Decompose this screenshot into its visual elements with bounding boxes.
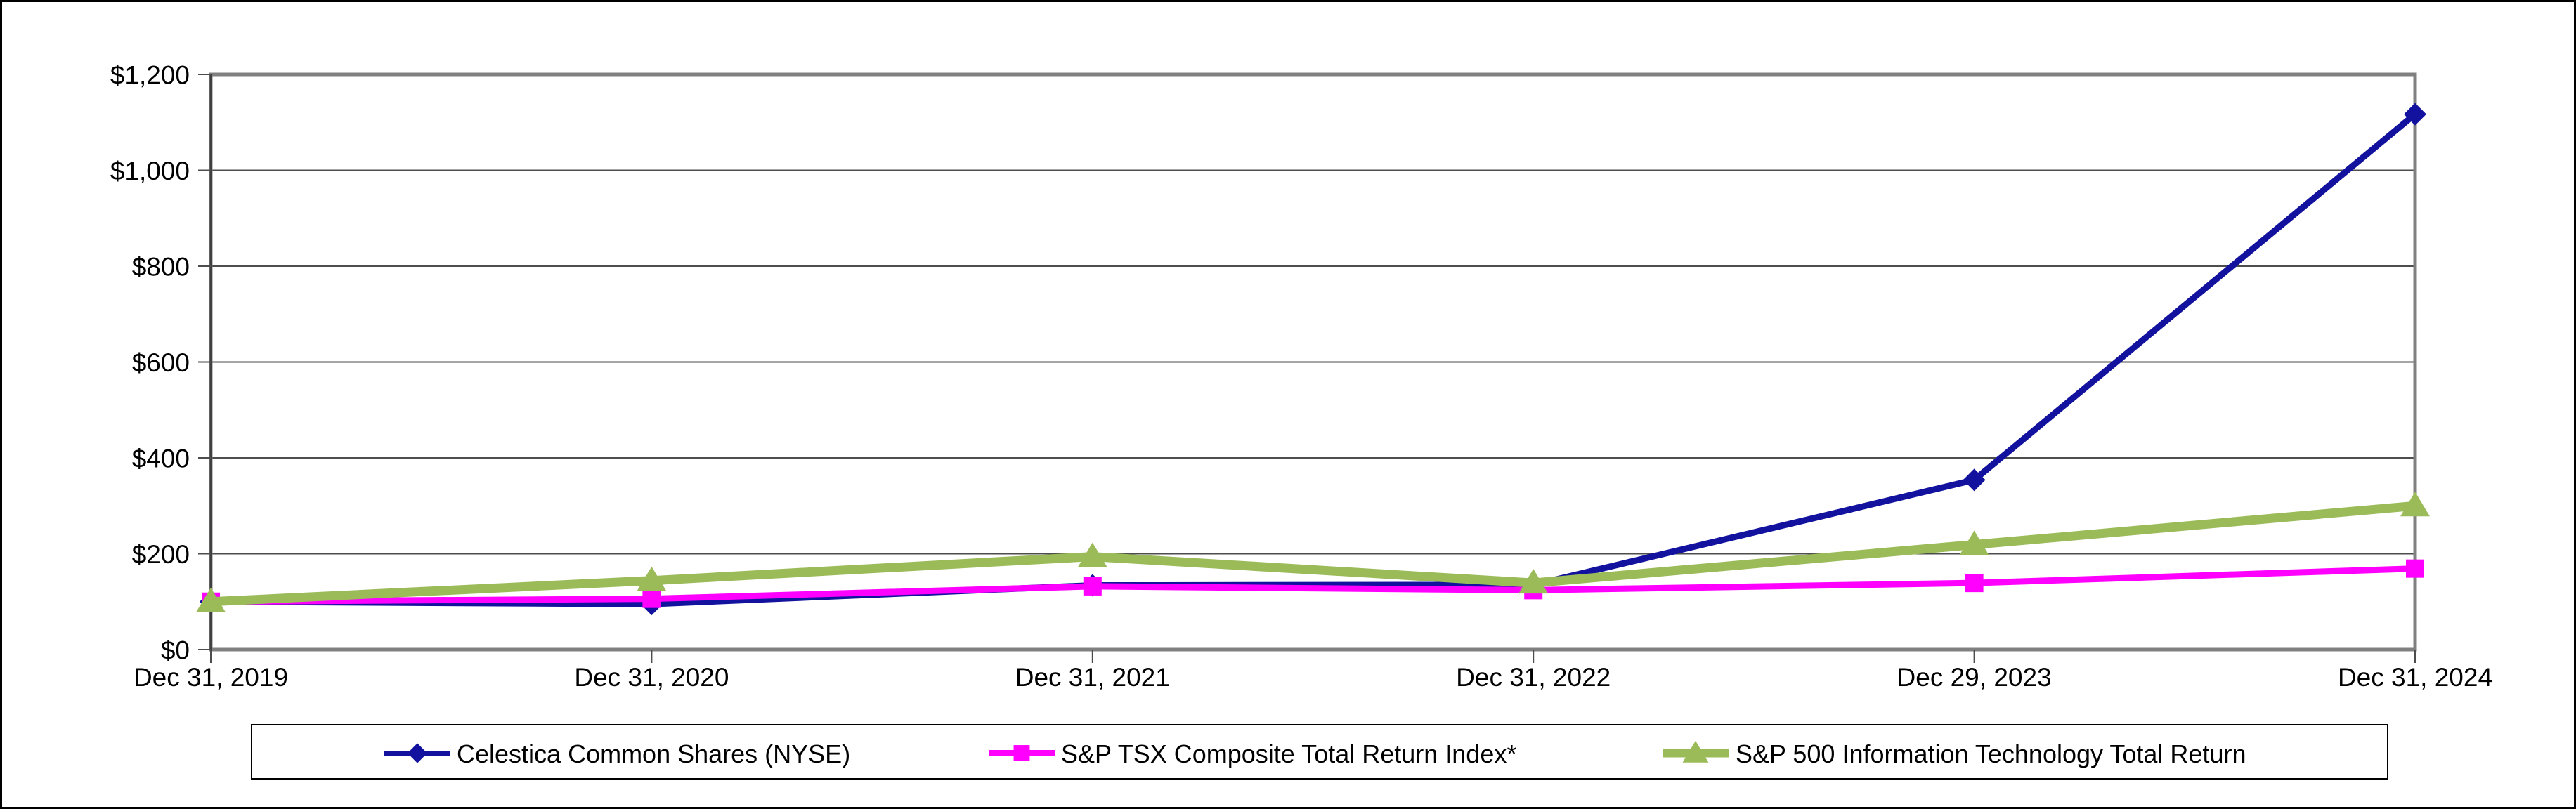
data-point-marker-square-icon [1965, 574, 1984, 593]
legend-box [251, 724, 2388, 780]
legend-marker-square-icon [1013, 745, 1030, 761]
legend-item-2: S&P 500 Information Technology Total Ret… [1663, 739, 2246, 768]
x-axis-tick-label: Dec 31, 2022 [1456, 663, 1611, 692]
legend-item-0: Celestica Common Shares (NYSE) [384, 739, 850, 768]
data-point-marker-triangle-icon [1959, 530, 1989, 555]
x-axis-tick-label: Dec 29, 2023 [1897, 663, 2052, 692]
y-axis-tick-label: $600 [132, 348, 190, 377]
data-point-marker-triangle-icon [1077, 542, 1107, 567]
legend: Celestica Common Shares (NYSE) S&P TSX Co… [251, 724, 2388, 780]
data-point-marker-square-icon [1083, 577, 1102, 596]
y-axis-tick-label: $800 [132, 253, 190, 282]
legend-label-1: S&P TSX Composite Total Return Index* [1061, 739, 1516, 768]
legend-label-2: S&P 500 Information Technology Total Ret… [1736, 739, 2246, 768]
legend-item-1: S&P TSX Composite Total Return Index* [989, 739, 1516, 768]
data-point-marker-diamond-icon [2404, 103, 2426, 126]
legend-marker-triangle-icon [1682, 740, 1709, 763]
series-line-sp500-it [210, 501, 2416, 607]
data-point-marker-triangle-icon [196, 587, 226, 612]
series-sp500-it [196, 492, 2430, 612]
x-axis-tick-label: Dec 31, 2024 [2338, 663, 2492, 692]
legend-label-0: Celestica Common Shares (NYSE) [457, 739, 850, 768]
series-line-tsx-composite [210, 565, 2416, 605]
data-point-marker-triangle-icon [637, 566, 667, 591]
y-axis-tick-label: $1,000 [110, 157, 190, 185]
y-axis-tick-label: $1,200 [110, 61, 190, 90]
data-point-marker-triangle-icon [1518, 569, 1549, 594]
y-axis-tick-label: $200 [132, 540, 190, 569]
x-axis-tick-label: Dec 31, 2019 [134, 663, 288, 692]
data-point-marker-square-icon [642, 589, 661, 608]
legend-marker-diamond-icon [407, 743, 428, 763]
data-point-marker-square-icon [2406, 559, 2424, 578]
data-point-marker-triangle-icon [2400, 492, 2430, 517]
x-axis-tick-label: Dec 31, 2021 [1015, 663, 1170, 692]
x-axis-tick-label: Dec 31, 2020 [574, 663, 729, 692]
y-axis-tick-label: $0 [161, 636, 190, 665]
y-axis-tick-label: $400 [132, 445, 190, 473]
data-point-marker-diamond-icon [1963, 468, 1986, 492]
